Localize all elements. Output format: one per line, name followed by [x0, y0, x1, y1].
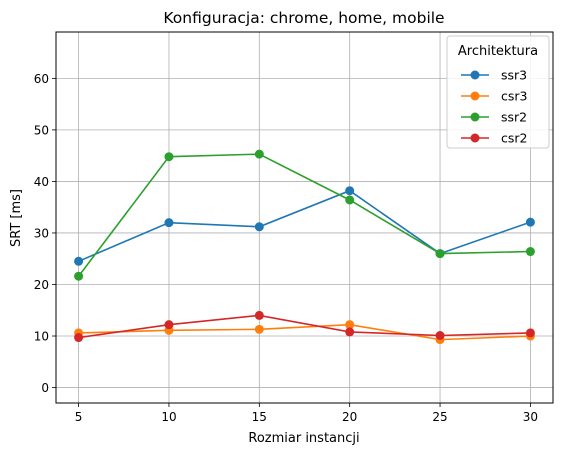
- y-tick-label: 20: [34, 278, 49, 292]
- y-axis-label: SRT [ms]: [9, 189, 24, 247]
- data-point-ssr2: [254, 149, 264, 159]
- legend-item-ssr3: ssr3: [461, 68, 527, 83]
- x-tick-label: 15: [252, 410, 267, 424]
- legend-label: ssr2: [501, 110, 527, 125]
- data-point-ssr3: [254, 222, 264, 232]
- x-tick-label: 30: [523, 410, 538, 424]
- legend: Architektura ssr3 csr3 ssr2 csr2: [446, 35, 550, 149]
- series-line-ssr3: [78, 189, 531, 263]
- legend-swatch-marker: [470, 133, 480, 143]
- legend-item-csr2: csr2: [461, 131, 527, 146]
- series-layer: [74, 149, 535, 345]
- data-point-ssr2: [435, 249, 445, 259]
- data-point-csr2: [435, 330, 445, 340]
- x-axis-label: Rozmiar instancji: [248, 431, 359, 446]
- series-ssr2: [74, 149, 535, 281]
- y-tick-label: 50: [34, 123, 49, 137]
- y-tick-label: 40: [34, 175, 49, 189]
- y-tick-label: 60: [34, 72, 49, 86]
- x-tick-label: 10: [161, 410, 176, 424]
- data-point-csr2: [74, 333, 84, 343]
- legend-swatch-marker: [470, 70, 480, 80]
- data-point-csr2: [345, 327, 355, 337]
- data-point-ssr3: [74, 256, 84, 266]
- series-line-csr2: [78, 314, 531, 339]
- data-point-ssr3: [525, 217, 535, 227]
- legend-swatch-marker: [470, 112, 480, 122]
- data-point-csr2: [525, 328, 535, 338]
- data-point-ssr2: [74, 271, 84, 281]
- x-tick-label: 25: [432, 410, 447, 424]
- data-point-ssr3: [345, 186, 355, 196]
- axes: 5 10 15 20 25 30 0 10 20 30 40 50 60: [34, 72, 538, 424]
- series-line-ssr2: [77, 153, 531, 277]
- legend-item-ssr2: ssr2: [461, 110, 527, 125]
- data-point-csr2: [164, 320, 174, 330]
- data-point-ssr2: [525, 247, 535, 257]
- data-point-ssr2: [164, 152, 174, 162]
- chart-title: Konfiguracja: chrome, home, mobile: [163, 9, 444, 27]
- data-point-ssr3: [164, 218, 174, 228]
- legend-title: Architektura: [458, 44, 538, 59]
- series-line-csr3: [78, 323, 531, 341]
- legend-item-csr3: csr3: [461, 89, 527, 104]
- plot-frame: [55, 31, 554, 404]
- y-tick-label: 30: [34, 226, 49, 240]
- legend-swatch-marker: [470, 91, 480, 101]
- series-csr2: [74, 310, 535, 343]
- x-tick-label: 5: [75, 410, 83, 424]
- data-point-csr3: [254, 324, 264, 334]
- y-tick-label: 10: [34, 330, 49, 344]
- legend-label: csr2: [501, 131, 527, 146]
- grid: [56, 32, 553, 403]
- legend-label: csr3: [501, 89, 527, 104]
- data-point-csr3: [345, 320, 355, 330]
- data-point-ssr2: [345, 195, 355, 205]
- x-tick-label: 20: [342, 410, 357, 424]
- legend-label: ssr3: [501, 68, 527, 83]
- y-tick-label: 0: [41, 381, 49, 395]
- data-point-csr2: [254, 310, 264, 320]
